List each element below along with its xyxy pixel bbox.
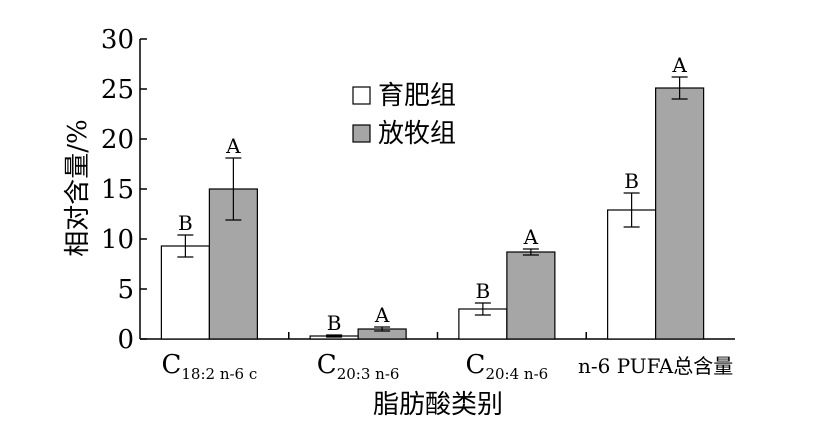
bars: B A B A B A B A <box>160 53 705 340</box>
y-tick-label: 30 <box>101 25 134 55</box>
significance-label: B <box>327 311 342 335</box>
x-tick-label: n-6 PUFA总含量 <box>578 354 733 378</box>
bar <box>655 87 705 340</box>
significance-label: B <box>624 169 639 193</box>
y-tick-label: 0 <box>117 325 134 355</box>
x-tick-label: C20:3 n-6 <box>317 350 400 383</box>
axes: 0 5 10 15 20 25 30 C18:2 n-6 c C20:3 n-6 C20:4 n-… <box>101 25 735 383</box>
significance-label: A <box>523 225 539 249</box>
legend-swatch <box>352 86 371 105</box>
significance-label: A <box>671 53 687 77</box>
y-tick-label: 15 <box>101 175 134 205</box>
y-axis-label: 相对含量/% <box>63 119 93 256</box>
x-tick-label: C20:4 n-6 <box>466 350 549 383</box>
legend-label: 育肥组 <box>378 81 456 111</box>
significance-label: B <box>476 279 491 303</box>
y-tick-label: 25 <box>101 75 134 105</box>
significance-label: A <box>374 303 390 327</box>
y-tick-label: 10 <box>101 225 134 255</box>
y-tick-label: 5 <box>117 275 134 305</box>
legend-label: 放牧组 <box>378 119 456 149</box>
y-tick-label: 20 <box>101 125 134 155</box>
significance-label: A <box>225 134 241 158</box>
bar <box>506 251 556 340</box>
bar <box>607 209 657 340</box>
significance-label: B <box>178 211 193 235</box>
bar <box>160 245 210 340</box>
x-tick-label: C18:2 n-6 c <box>161 350 257 383</box>
x-axis-label: 脂肪酸类别 <box>373 390 503 420</box>
legend-swatch <box>352 124 371 143</box>
